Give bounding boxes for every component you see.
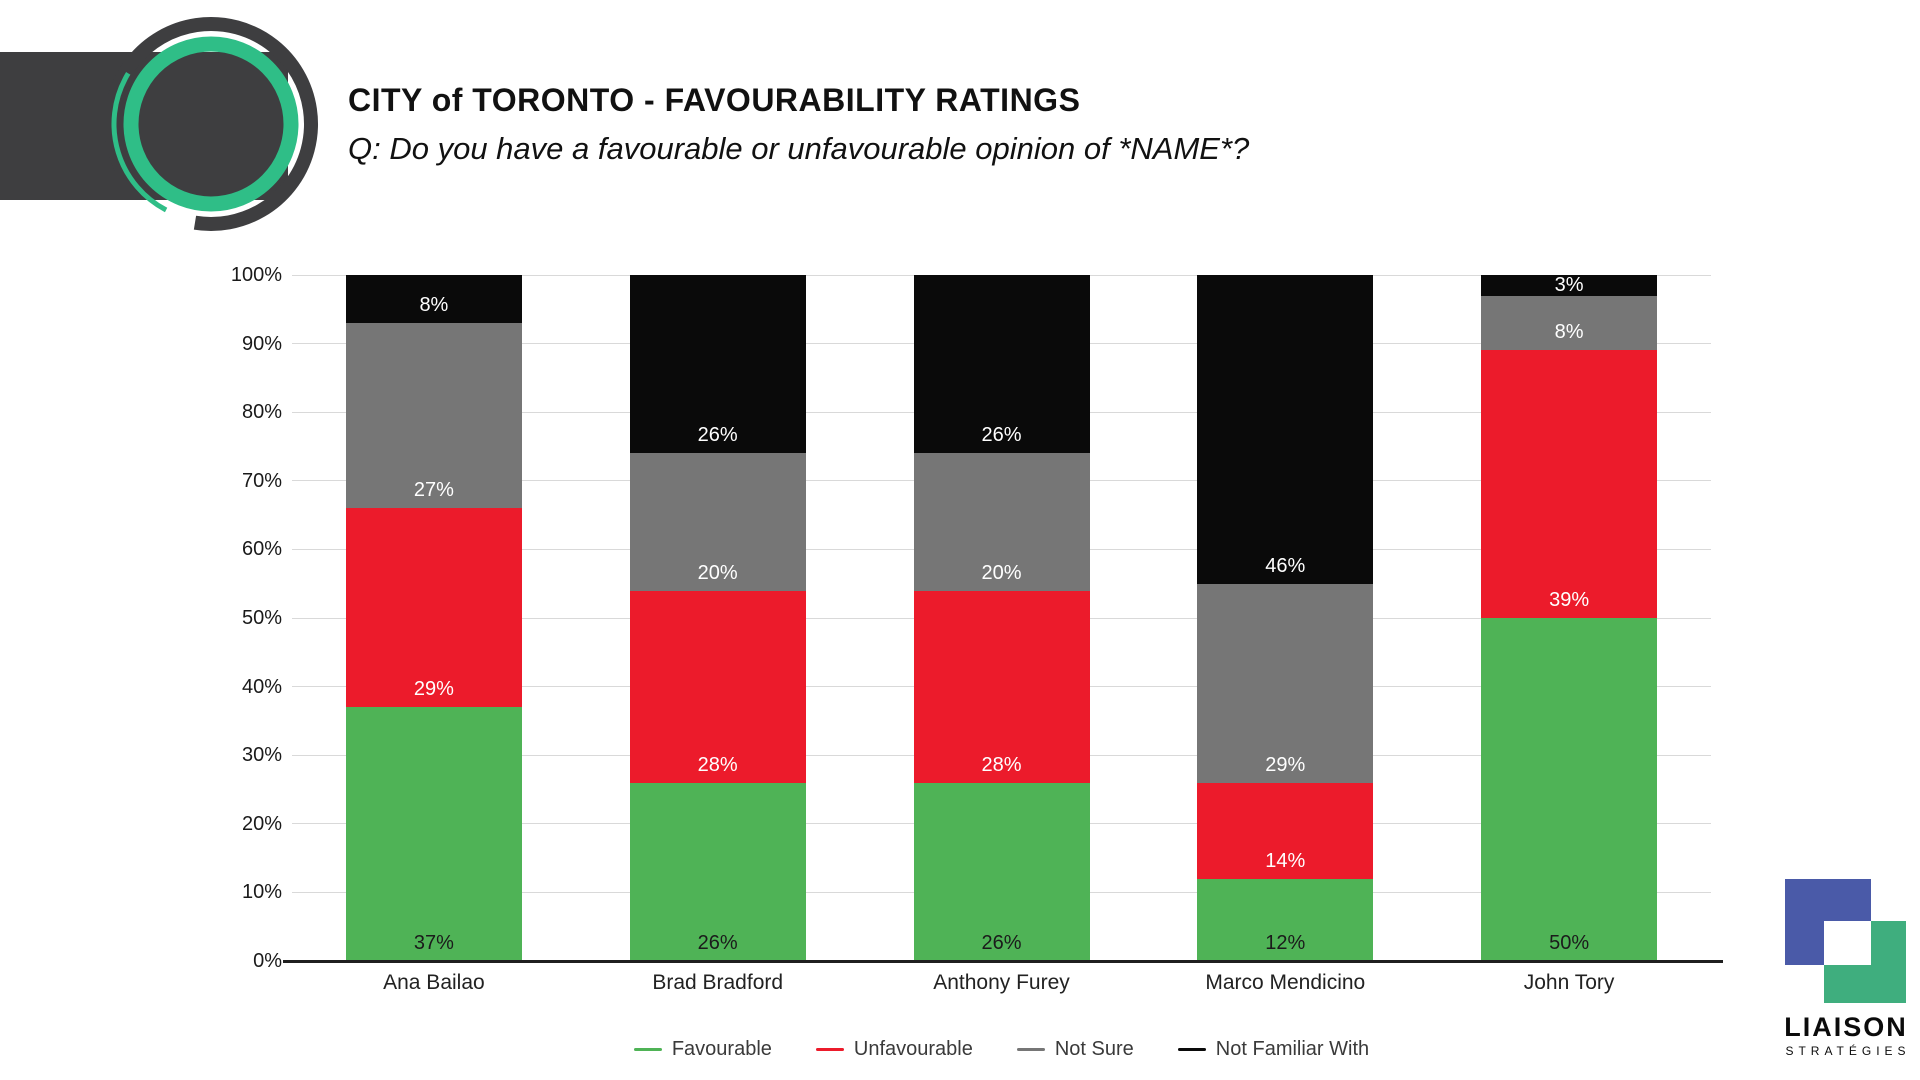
legend-marker-icon xyxy=(1177,1047,1206,1051)
x-axis-baseline xyxy=(283,959,1723,963)
y-axis-tick-label: 0% xyxy=(253,950,282,972)
x-axis-category-label: Brad Bradford xyxy=(652,971,784,994)
bar-segment: 27% xyxy=(345,323,522,509)
legend-item: Not Familiar With xyxy=(1177,1037,1370,1061)
bar-segment-value: 3% xyxy=(1554,274,1584,297)
bar-segment-value: 20% xyxy=(697,561,738,584)
y-axis-tick-label: 100% xyxy=(230,264,282,286)
bar-segment-value: 28% xyxy=(981,753,1022,776)
y-axis-tick-label: 90% xyxy=(241,332,282,355)
bar-segment-value: 29% xyxy=(413,678,454,701)
bar-segment-value: 37% xyxy=(413,931,454,954)
bar-segment-value: 28% xyxy=(697,753,738,776)
y-axis-tick-label: 70% xyxy=(241,469,282,492)
legend-marker-icon xyxy=(815,1047,844,1051)
liaison-wordmark: LIAISON xyxy=(1784,1012,1908,1042)
legend-marker-icon xyxy=(633,1047,662,1051)
y-axis-tick-label: 50% xyxy=(241,607,282,629)
legend-item: Unfavourable xyxy=(815,1037,973,1061)
y-axis-tick-label: 20% xyxy=(241,812,282,835)
bar-segment-value: 39% xyxy=(1549,588,1590,611)
y-axis-tick-label: 60% xyxy=(241,538,282,561)
bar-segment: 28% xyxy=(913,590,1090,783)
chart-subtitle: Q: Do you have a favourable or unfavoura… xyxy=(348,131,1250,166)
title-block: CITY of TORONTO - FAVOURABILITY RATINGS … xyxy=(348,82,1249,167)
brand-logo-icon xyxy=(103,16,318,231)
legend-label: Favourable xyxy=(671,1037,772,1060)
bar-segment-value: 50% xyxy=(1549,932,1590,954)
legend-item: Not Sure xyxy=(1016,1037,1134,1061)
bar-segment: 26% xyxy=(629,275,806,454)
y-axis-tick-label: 10% xyxy=(241,881,282,904)
bar-segment: 20% xyxy=(913,453,1090,591)
bar-segment: 12% xyxy=(1197,878,1374,961)
bar-segment-value: 29% xyxy=(1265,753,1306,776)
y-axis-tick-label: 80% xyxy=(241,401,282,424)
x-axis-category-label: Ana Bailao xyxy=(383,971,485,994)
x-axis-category-label: John Tory xyxy=(1523,971,1615,994)
bar-segment-value: 46% xyxy=(1265,554,1306,577)
x-axis-category-label: Marco Mendicino xyxy=(1205,971,1366,994)
bar-segment: 8% xyxy=(345,275,522,324)
bar-segment-value: 27% xyxy=(413,479,454,502)
bar-segment-value: 26% xyxy=(697,424,738,447)
bar-segment: 37% xyxy=(345,707,522,961)
bar-segment-value: 26% xyxy=(981,931,1022,954)
legend-label: Not Familiar With xyxy=(1215,1037,1370,1060)
bar-segment: 8% xyxy=(1481,295,1658,351)
bar-segment-value: 26% xyxy=(697,931,738,954)
bar-segment-value: 8% xyxy=(1554,321,1584,344)
chart-title: CITY of TORONTO - FAVOURABILITY RATINGS xyxy=(348,82,1081,118)
y-axis-tick-label: 40% xyxy=(241,675,282,698)
bar-segment: 26% xyxy=(913,275,1090,454)
x-axis-category-label: Anthony Furey xyxy=(933,971,1070,994)
bar-segment: 3% xyxy=(1481,274,1658,297)
legend-label: Unfavourable xyxy=(853,1037,973,1060)
bar-segment: 46% xyxy=(1197,275,1374,584)
bar-segment-value: 8% xyxy=(419,294,449,317)
legend-marker-icon xyxy=(1016,1047,1045,1051)
legend-item: Favourable xyxy=(633,1037,772,1061)
bar-segment: 29% xyxy=(345,508,522,708)
bar-segment: 50% xyxy=(1481,618,1658,961)
legend-label: Not Sure xyxy=(1054,1037,1134,1060)
bar-segment: 26% xyxy=(913,782,1090,961)
bar-segment-value: 14% xyxy=(1265,849,1306,872)
y-axis-tick-label: 30% xyxy=(241,744,282,767)
liaison-sub-wordmark: STRATÉGIES xyxy=(1785,1044,1911,1058)
bar-segment: 39% xyxy=(1481,350,1658,618)
bar-segment: 14% xyxy=(1197,782,1374,879)
bar-segment-value: 12% xyxy=(1265,931,1306,954)
bar-segment: 20% xyxy=(629,453,806,591)
bar-segment: 26% xyxy=(629,782,806,961)
liaison-white-square-icon xyxy=(1824,921,1871,965)
bar-segment: 28% xyxy=(629,590,806,783)
chart-legend: Favourable Unfavourable Not Sure Not Famili… xyxy=(292,1034,1711,1064)
liaison-logo: LIAISON STRATÉGIES xyxy=(1784,879,1915,1079)
bar-segment-value: 20% xyxy=(981,561,1022,584)
bar-segment: 29% xyxy=(1197,583,1374,783)
bar-segment-value: 26% xyxy=(981,424,1022,447)
